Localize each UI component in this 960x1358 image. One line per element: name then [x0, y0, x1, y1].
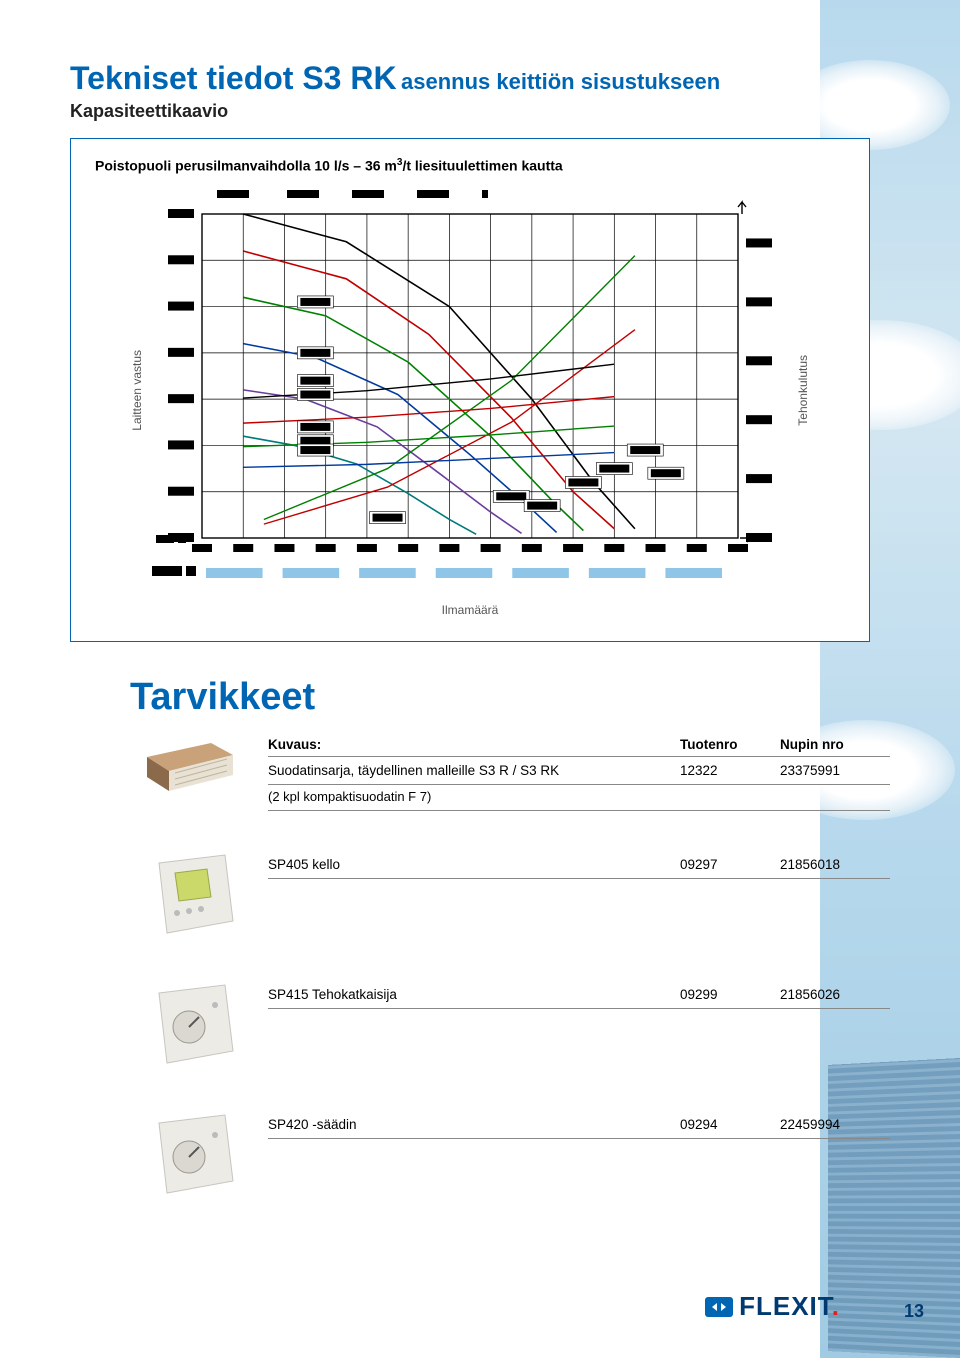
accessory-code: 09297	[680, 857, 780, 872]
accessory-data-row: SP415 Tehokatkaisija0929921856026	[268, 981, 890, 1009]
accessory-nupin: 23375991	[780, 763, 890, 778]
accessory-code: 09299	[680, 987, 780, 1002]
accessory-code: 09294	[680, 1117, 780, 1132]
col-header-desc: Kuvaus:	[268, 737, 680, 752]
footer-logo: FLEXIT.	[705, 1291, 840, 1322]
accessory-nupin: 21856026	[780, 987, 890, 1002]
accessory-image	[130, 1111, 250, 1201]
accessories-heading: Tarvikkeet	[130, 676, 910, 719]
accessory-table: SP420 -säädin0929422459994	[268, 1111, 890, 1139]
page-title: Tekniset tiedot S3 RK asennus keittiön s…	[70, 60, 910, 97]
accessory-table: Kuvaus:TuotenroNupin nro Suodatinsarja, t…	[268, 737, 890, 811]
accessory-data-row: SP405 kello0929721856018	[268, 851, 890, 879]
logo-badge-icon	[705, 1297, 733, 1317]
accessory-desc: SP405 kello	[268, 857, 680, 872]
title-main: Tekniset tiedot S3 RK	[70, 60, 397, 96]
col-header-nupin: Nupin nro	[780, 737, 890, 752]
accessory-table: SP415 Tehokatkaisija0929921856026	[268, 981, 890, 1009]
accessory-table: SP405 kello0929721856018	[268, 851, 890, 879]
accessory-data-row: SP420 -säädin0929422459994	[268, 1111, 890, 1139]
col-header-code: Tuotenro	[680, 737, 780, 752]
accessory-desc: SP420 -säädin	[268, 1117, 680, 1132]
accessory-image	[130, 737, 250, 795]
accessory-code: 12322	[680, 763, 780, 778]
chart-area	[150, 188, 790, 593]
accessory-image	[130, 981, 250, 1071]
accessory-image	[130, 851, 250, 941]
caption-suffix: /t liesituulettimen kautta	[402, 158, 562, 174]
accessory-row: SP415 Tehokatkaisija0929921856026	[130, 981, 890, 1071]
accessory-data-row: Suodatinsarja, täydellinen malleille S3 …	[268, 757, 890, 785]
title-sub: asennus keittiön sisustukseen	[401, 69, 720, 94]
subtitle: Kapasiteettikaavio	[70, 101, 910, 122]
accessory-row: Kuvaus:TuotenroNupin nro Suodatinsarja, t…	[130, 737, 890, 811]
accessory-row: SP405 kello0929721856018	[130, 851, 890, 941]
accessory-nupin: 22459994	[780, 1117, 890, 1132]
x-axis-label: Ilmamäärä	[95, 603, 845, 617]
caption-prefix: Poistopuoli perusilmanvaihdolla 10 l/s –…	[95, 158, 397, 174]
y-axis-left-label: Laitteen vastus	[130, 350, 144, 431]
page-number: 13	[904, 1301, 924, 1322]
capacity-chart	[150, 188, 790, 588]
brand-name: FLEXIT.	[739, 1291, 840, 1322]
y-axis-right-label: Tehonkulutus	[796, 355, 810, 426]
accessory-row: SP420 -säädin0929422459994	[130, 1111, 890, 1201]
accessory-header-row: Kuvaus:TuotenroNupin nro	[268, 737, 890, 757]
accessory-desc: SP415 Tehokatkaisija	[268, 987, 680, 1002]
chart-caption: Poistopuoli perusilmanvaihdolla 10 l/s –…	[95, 157, 845, 174]
accessory-desc: Suodatinsarja, täydellinen malleille S3 …	[268, 763, 680, 778]
accessories-list: Kuvaus:TuotenroNupin nro Suodatinsarja, t…	[130, 737, 890, 1201]
accessory-nupin: 21856018	[780, 857, 890, 872]
chart-panel: Poistopuoli perusilmanvaihdolla 10 l/s –…	[70, 138, 870, 642]
accessory-subline: (2 kpl kompaktisuodatin F 7)	[268, 785, 890, 804]
